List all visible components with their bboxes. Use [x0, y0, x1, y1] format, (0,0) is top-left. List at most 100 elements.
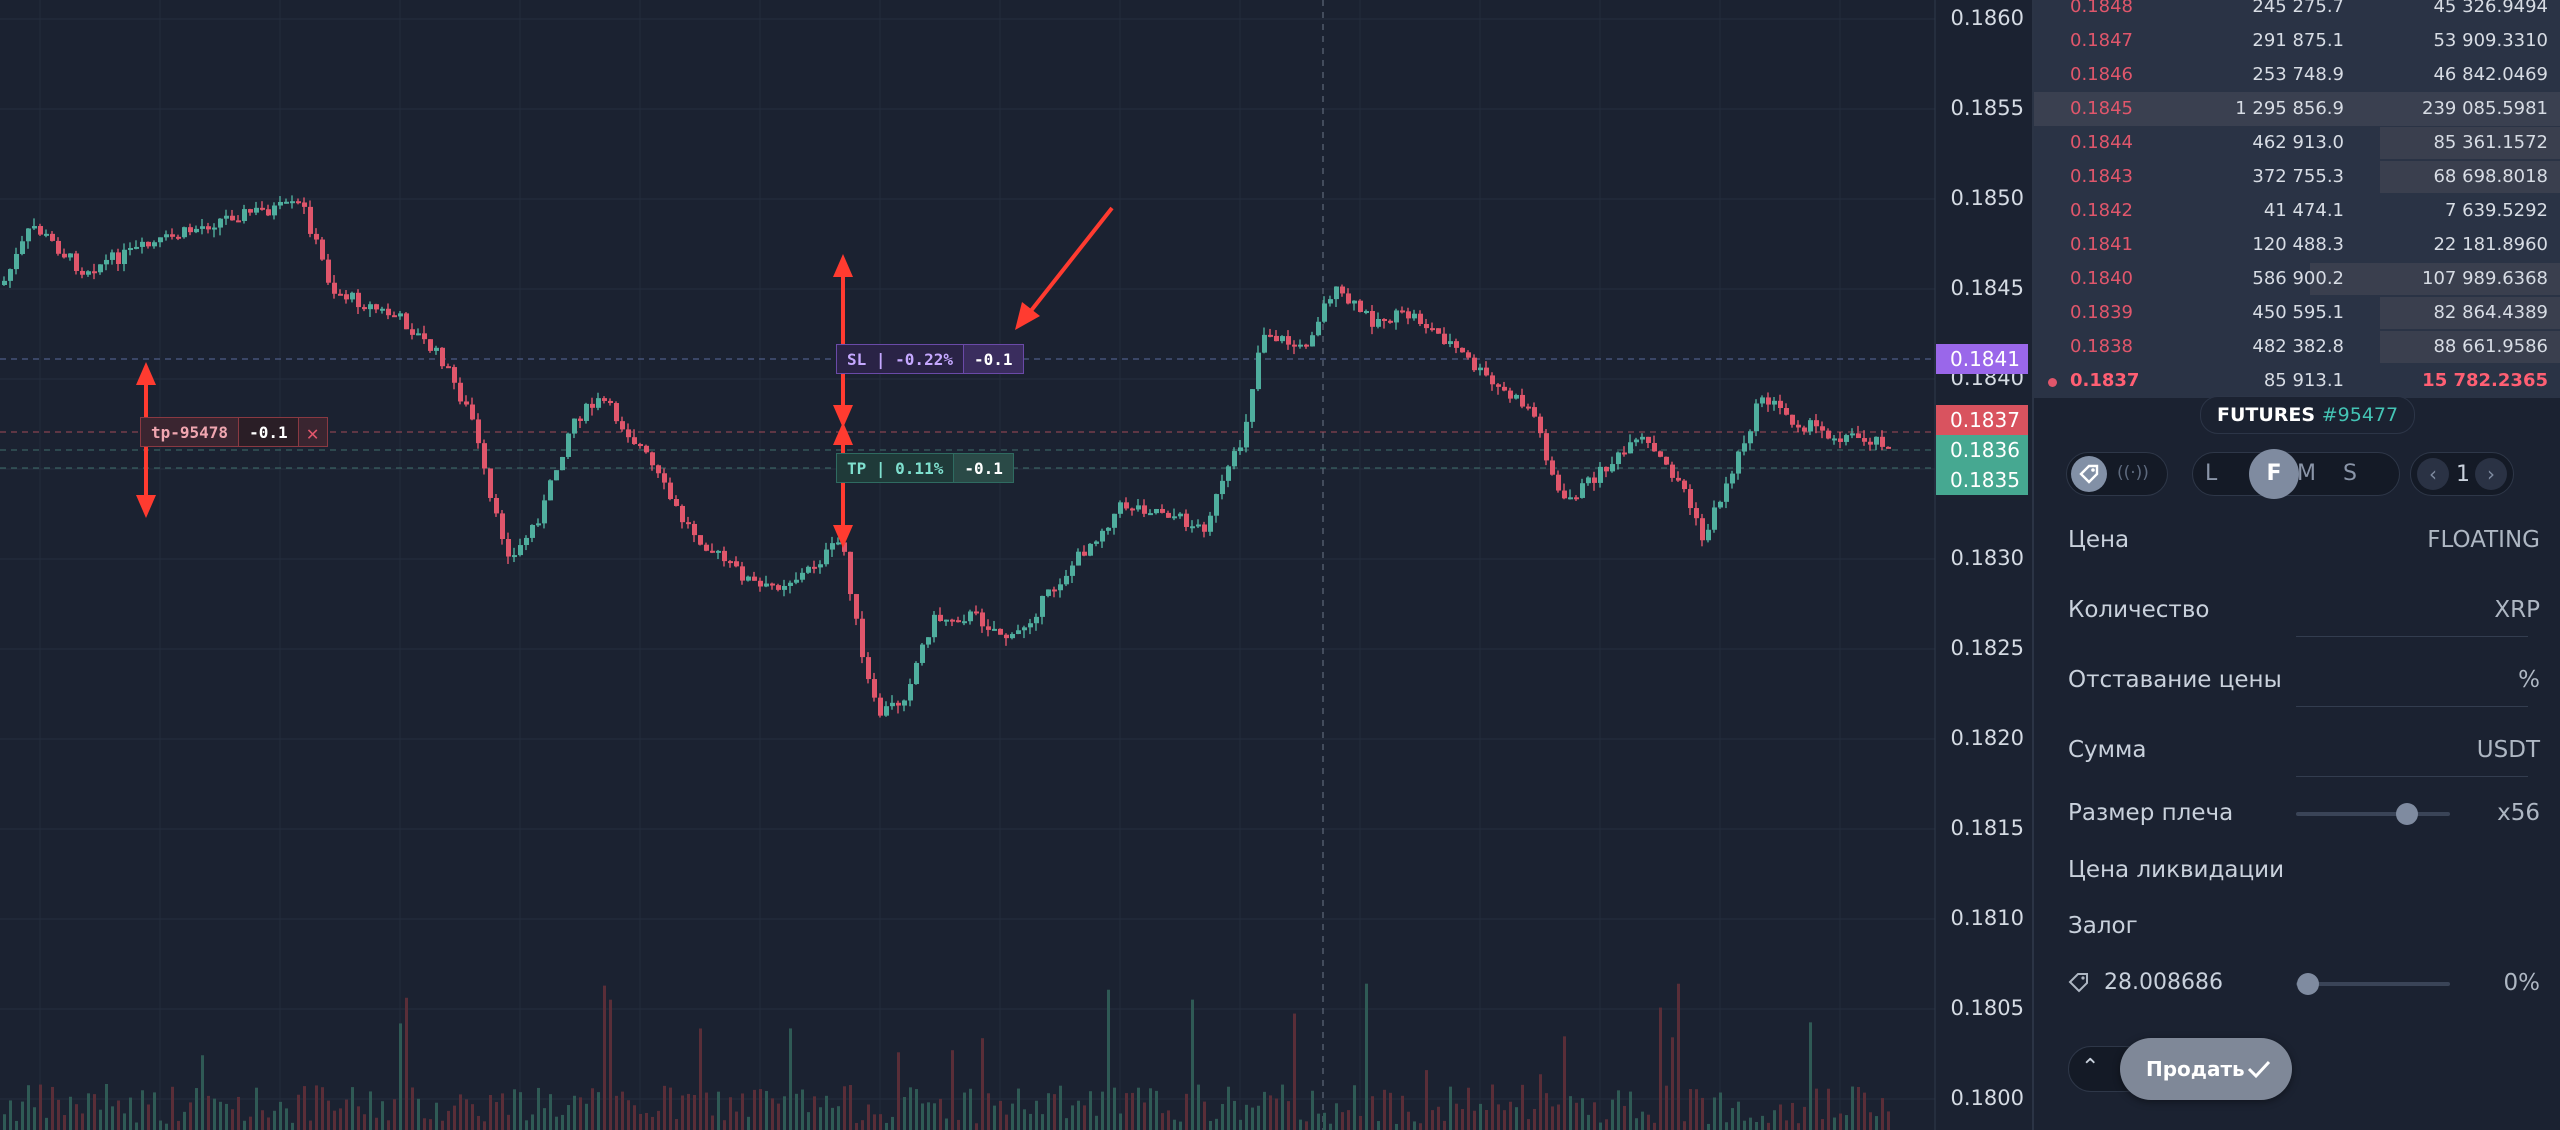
orderbook-total: 82 864.4389 — [2433, 302, 2548, 323]
margin-label: Залог — [2068, 913, 2138, 939]
futures-number: #95477 — [2321, 404, 2399, 426]
sl-order-marker[interactable]: SL | -0.22% -0.1 — [836, 344, 1024, 374]
orderbook-price: 0.1838 — [2070, 336, 2133, 357]
orderbook-qty: 41 474.1 — [2263, 200, 2344, 221]
sum-label: Сумма — [2068, 737, 2147, 763]
price-label: Цена — [2068, 527, 2130, 553]
orderbook-total: 68 698.8018 — [2433, 166, 2548, 187]
tag-icon[interactable] — [2071, 456, 2107, 492]
price-axis-label: 0.1860 — [1950, 6, 2024, 30]
orderbook-total: 7 639.5292 — [2444, 200, 2548, 221]
tp-order-marker[interactable]: tp-95478 -0.1 ✕ — [140, 417, 328, 447]
last-price-dot — [2048, 378, 2057, 387]
last-price-tag: 0.1837 — [1936, 405, 2028, 435]
margin-slider-knob[interactable] — [2297, 973, 2319, 995]
trail-input[interactable]: % — [2518, 667, 2540, 693]
tp-order-label: tp-95478 — [151, 423, 229, 442]
sum-input[interactable]: USDT — [2476, 737, 2540, 763]
orderbook-qty: 245 275.7 — [2252, 0, 2344, 17]
sum-underline — [2296, 776, 2528, 777]
orderbook-row[interactable]: 0.1840 586 900.2 107 989.6368 — [2034, 262, 2560, 296]
orderbook-row[interactable]: 0.1841 120 488.3 22 181.8960 — [2034, 228, 2560, 262]
sell-button[interactable]: Продать — [2120, 1038, 2292, 1100]
price-axis-label: 0.1845 — [1950, 276, 2024, 300]
orderbook-qty: 1 295 856.9 — [2235, 98, 2344, 119]
chevron-right-icon[interactable]: › — [2475, 458, 2507, 490]
orderbook-qty: 372 755.3 — [2252, 166, 2344, 187]
checkmark-icon — [2247, 1060, 2271, 1079]
orderbook-row[interactable]: 0.1846 253 748.9 46 842.0469 — [2034, 58, 2560, 92]
sl-qty: -0.1 — [962, 345, 1023, 373]
price-axis-label: 0.1805 — [1950, 996, 2024, 1020]
orderbook-price: 0.1840 — [2070, 268, 2133, 289]
mode-button-m[interactable]: M — [2297, 461, 2316, 486]
margin-slider-track[interactable] — [2296, 982, 2450, 986]
orderbook-price: 0.1844 — [2070, 132, 2133, 153]
price-axis-label: 0.1855 — [1950, 96, 2024, 120]
orderbook-row[interactable]: 0.1845 1 295 856.9 239 085.5981 — [2034, 92, 2560, 126]
leverage-value: x56 — [2497, 800, 2540, 826]
orderbook-row[interactable]: 0.1847 291 875.1 53 909.3310 — [2034, 24, 2560, 58]
candlestick-chart[interactable] — [0, 0, 2032, 1130]
depth-bar — [2380, 127, 2560, 159]
leverage-slider-knob[interactable] — [2395, 803, 2418, 825]
orderbook-row[interactable]: 0.1842 41 474.1 7 639.5292 — [2034, 194, 2560, 228]
price-axis-label: 0.1825 — [1950, 636, 2024, 660]
orderbook-qty: 482 382.8 — [2252, 336, 2344, 357]
leverage-slider-track[interactable] — [2296, 812, 2450, 816]
orderbook-total: 53 909.3310 — [2433, 30, 2548, 51]
quantity-label: Количество — [2068, 597, 2210, 623]
orderbook-row[interactable]: 0.1848 245 275.7 45 326.9494 — [2034, 0, 2560, 24]
price-value[interactable]: FLOATING — [2427, 527, 2540, 553]
sl-price-tag: 0.1841 — [1936, 344, 2028, 374]
orderbook-price: 0.1837 — [2070, 370, 2140, 391]
quantity-underline — [2296, 636, 2528, 637]
depth-bar — [2380, 161, 2560, 193]
price-axis-label: 0.1810 — [1950, 906, 2024, 930]
orderbook-qty: 253 748.9 — [2252, 64, 2344, 85]
orderbook-price: 0.1847 — [2070, 30, 2133, 51]
orderbook-qty: 291 875.1 — [2252, 30, 2344, 51]
orderbook-price: 0.1843 — [2070, 166, 2133, 187]
mode-button-s[interactable]: S — [2343, 461, 2357, 486]
orderbook-row[interactable]: 0.1844 462 913.0 85 361.1572 — [2034, 126, 2560, 160]
orderbook-row[interactable]: 0.1843 372 755.3 68 698.8018 — [2034, 160, 2560, 194]
mode-button-f[interactable]: F — [2249, 449, 2299, 499]
price-axis-label: 0.1815 — [1950, 816, 2024, 840]
orderbook: 0.1848 245 275.7 45 326.9494 0.1847 291 875.… — [2034, 0, 2560, 398]
liquidation-label: Цена ликвидации — [2068, 857, 2285, 883]
price-chart[interactable]: 0.18600.18550.18500.18450.18400.18350.18… — [0, 0, 2032, 1130]
tp-order-box[interactable]: TP | 0.11% -0.1 — [836, 453, 1014, 483]
leverage-label: Размер плеча — [2068, 800, 2234, 826]
orderbook-total: 46 842.0469 — [2433, 64, 2548, 85]
balance-value: 28.008686 — [2104, 970, 2223, 995]
orderbook-price: 0.1842 — [2070, 200, 2133, 221]
chevron-left-icon[interactable]: ‹ — [2417, 458, 2449, 490]
quantity-input[interactable]: XRP — [2494, 597, 2540, 623]
orderbook-total: 45 326.9494 — [2433, 0, 2548, 17]
orderbook-row[interactable]: 0.1837 85 913.1 15 782.2365 — [2034, 364, 2560, 398]
depth-bar — [2310, 263, 2560, 295]
order-type-toggle[interactable]: ((·)) — [2066, 452, 2168, 496]
orderbook-row[interactable]: 0.1839 450 595.1 82 864.4389 — [2034, 296, 2560, 330]
orderbook-qty: 462 913.0 — [2252, 132, 2344, 153]
mode-button-l[interactable]: L — [2205, 461, 2218, 486]
orderbook-price: 0.1846 — [2070, 64, 2133, 85]
wallet-tag-icon — [2066, 969, 2092, 995]
sl-label: SL | -0.22% — [847, 350, 953, 369]
price-axis-label: 0.1830 — [1950, 546, 2024, 570]
futures-label: FUTURES — [2217, 404, 2316, 426]
close-icon[interactable]: ✕ — [297, 418, 327, 446]
bid-price-tag: 0.1836 — [1936, 435, 2028, 465]
tp-qty: -0.1 — [953, 454, 1013, 482]
depth-bar — [2380, 297, 2560, 329]
broadcast-icon[interactable]: ((·)) — [2117, 463, 2149, 483]
orderbook-row[interactable]: 0.1838 482 382.8 88 661.9586 — [2034, 330, 2560, 364]
trading-panel: 0.1848 245 275.7 45 326.9494 0.1847 291 875.… — [2032, 0, 2560, 1130]
trail-underline — [2296, 706, 2528, 707]
orderbook-qty: 450 595.1 — [2252, 302, 2344, 323]
orderbook-price: 0.1848 — [2070, 0, 2133, 17]
orderbook-qty: 85 913.1 — [2263, 370, 2344, 391]
leverage-stepper[interactable]: ‹ 1 › — [2410, 452, 2514, 496]
